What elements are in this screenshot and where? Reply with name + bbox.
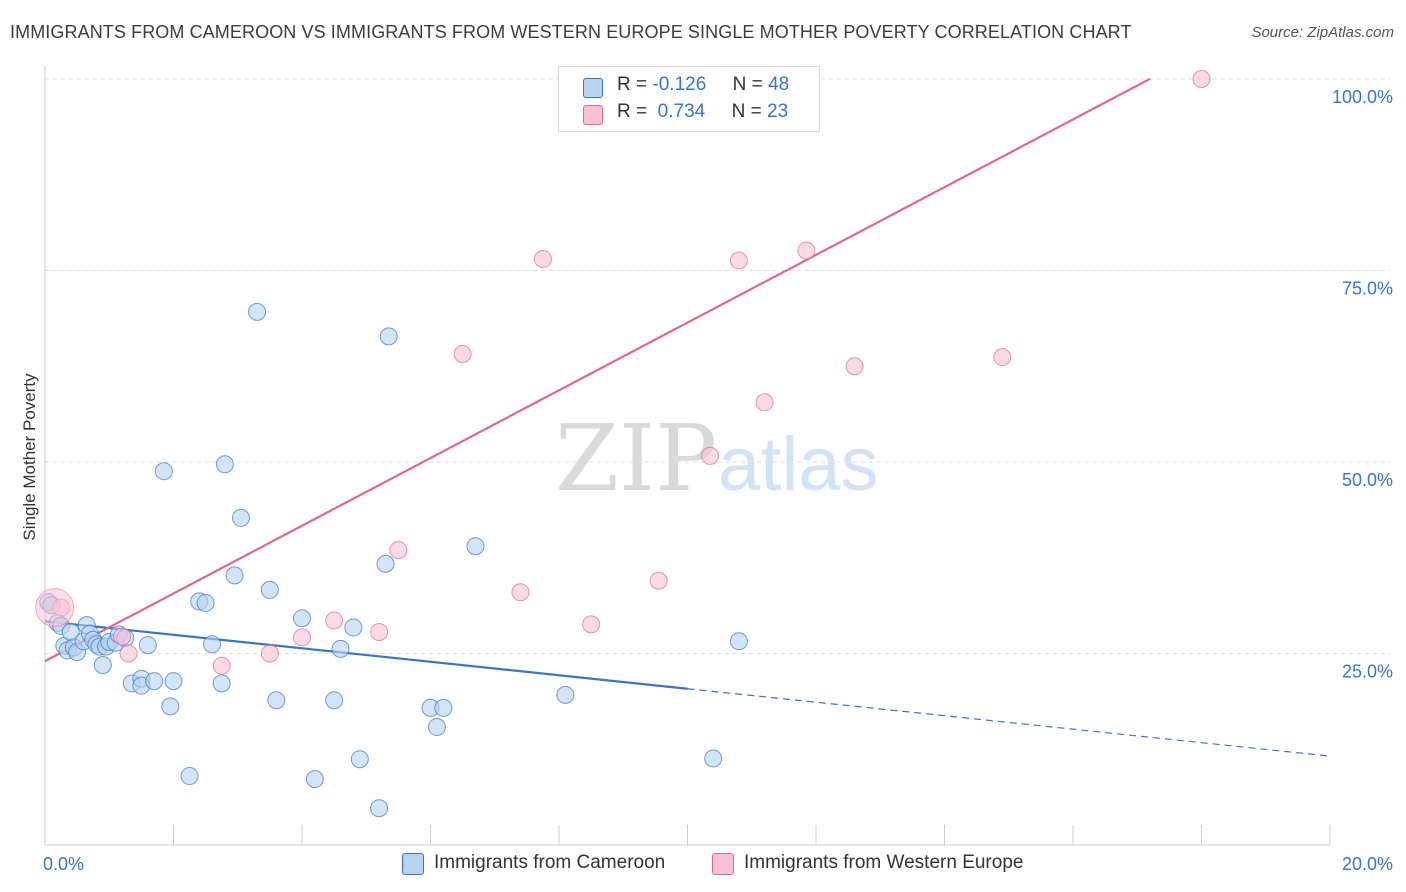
point-cameroon [154,462,173,481]
point-cameroon [225,566,244,585]
point-cameroon [215,455,234,474]
point-cameroon [260,580,279,599]
x-tick-label: 20.0% [1342,854,1393,874]
point-cameroon [164,672,183,691]
point-western-europe [582,615,601,634]
correlation-legend: R = -0.126 N = 48 R = 0.734 N = 23 [558,66,820,132]
point-cameroon [145,672,164,691]
point-cameroon [305,770,324,789]
point-western-europe [797,241,816,260]
gridlines [45,78,1390,654]
point-cameroon [93,655,112,674]
trendline-cameroon-extension [687,688,1331,757]
point-western-europe [649,571,668,590]
point-western-europe [212,656,231,675]
series-swatch-western-europe [712,853,734,875]
point-cameroon [196,593,215,612]
x-tick-label: 0.0% [43,854,84,874]
point-cameroon [293,609,311,628]
legend-n-label: N = [731,101,762,122]
point-western-europe [700,446,719,465]
axes [44,66,1331,846]
point-western-europe [993,348,1012,367]
point-cameroon [556,685,575,704]
source-credit: Source: ZipAtlas.com [1251,24,1394,41]
y-axis-label: Single Mother Poverty [20,373,39,541]
series-swatch-cameroon [402,853,424,875]
point-western-europe [1192,70,1211,88]
point-western-europe [453,344,472,363]
watermark-atlas: atlas [718,422,879,507]
point-western-europe [113,627,132,646]
data-points [35,70,1211,818]
point-cameroon [729,632,748,651]
y-tick-label: 50.0% [1342,470,1393,490]
series-label-cameroon: Immigrants from Cameroon [434,852,666,873]
y-tick-label: 100.0% [1332,87,1393,107]
point-western-europe [533,250,552,269]
point-cameroon [180,767,199,786]
legend-r-value: 0.734 [657,101,706,122]
point-western-europe [293,628,311,647]
point-cameroon [231,508,250,527]
point-western-europe [755,393,774,412]
point-cameroon [344,618,363,637]
legend-swatch-western-europe [583,105,603,125]
trendlines [44,77,1331,757]
point-cameroon [331,639,350,658]
point-cameroon [161,697,180,716]
legend-swatch-cameroon [583,78,603,98]
point-cameroon [370,799,389,818]
watermark: ZIP atlas [555,405,879,512]
point-cameroon [325,691,344,710]
point-western-europe [729,251,748,270]
legend-n-label: N = [732,74,763,95]
point-western-europe [389,541,408,560]
point-western-europe-cluster [35,588,75,628]
watermark-zip: ZIP [555,405,717,512]
trendline-cameroon [44,620,688,690]
point-western-europe [845,357,864,376]
point-western-europe [260,644,279,663]
tick-labels: 25.0% 50.0% 75.0% 100.0% 0.0% 20.0% [43,87,1393,874]
point-cameroon [427,718,446,737]
legend-r-value: -0.126 [652,74,707,95]
point-western-europe [325,611,344,630]
series-label-western-europe: Immigrants from Western Europe [744,852,1024,873]
point-cameroon [248,302,267,321]
point-cameroon [466,537,485,556]
point-cameroon [434,698,453,717]
legend-n-value: 23 [767,101,789,122]
legend-r-label: R = [617,74,648,95]
legend-n-value: 48 [768,74,790,95]
point-cameroon [138,636,157,655]
trendline-western-europe [44,77,1151,663]
point-cameroon [267,691,286,710]
point-cameroon [379,327,398,346]
point-cameroon [376,554,395,573]
point-cameroon [212,674,231,693]
y-tick-label: 75.0% [1342,279,1393,299]
chart-title: IMMIGRANTS FROM CAMEROON VS IMMIGRANTS F… [10,22,1132,42]
point-cameroon [203,635,222,654]
point-western-europe [370,623,389,642]
point-western-europe [511,583,530,602]
point-cameroon [350,750,369,769]
legend-r-label: R = [617,101,648,122]
point-western-europe [119,644,138,663]
point-cameroon [704,749,723,768]
y-tick-label: 25.0% [1342,662,1393,682]
